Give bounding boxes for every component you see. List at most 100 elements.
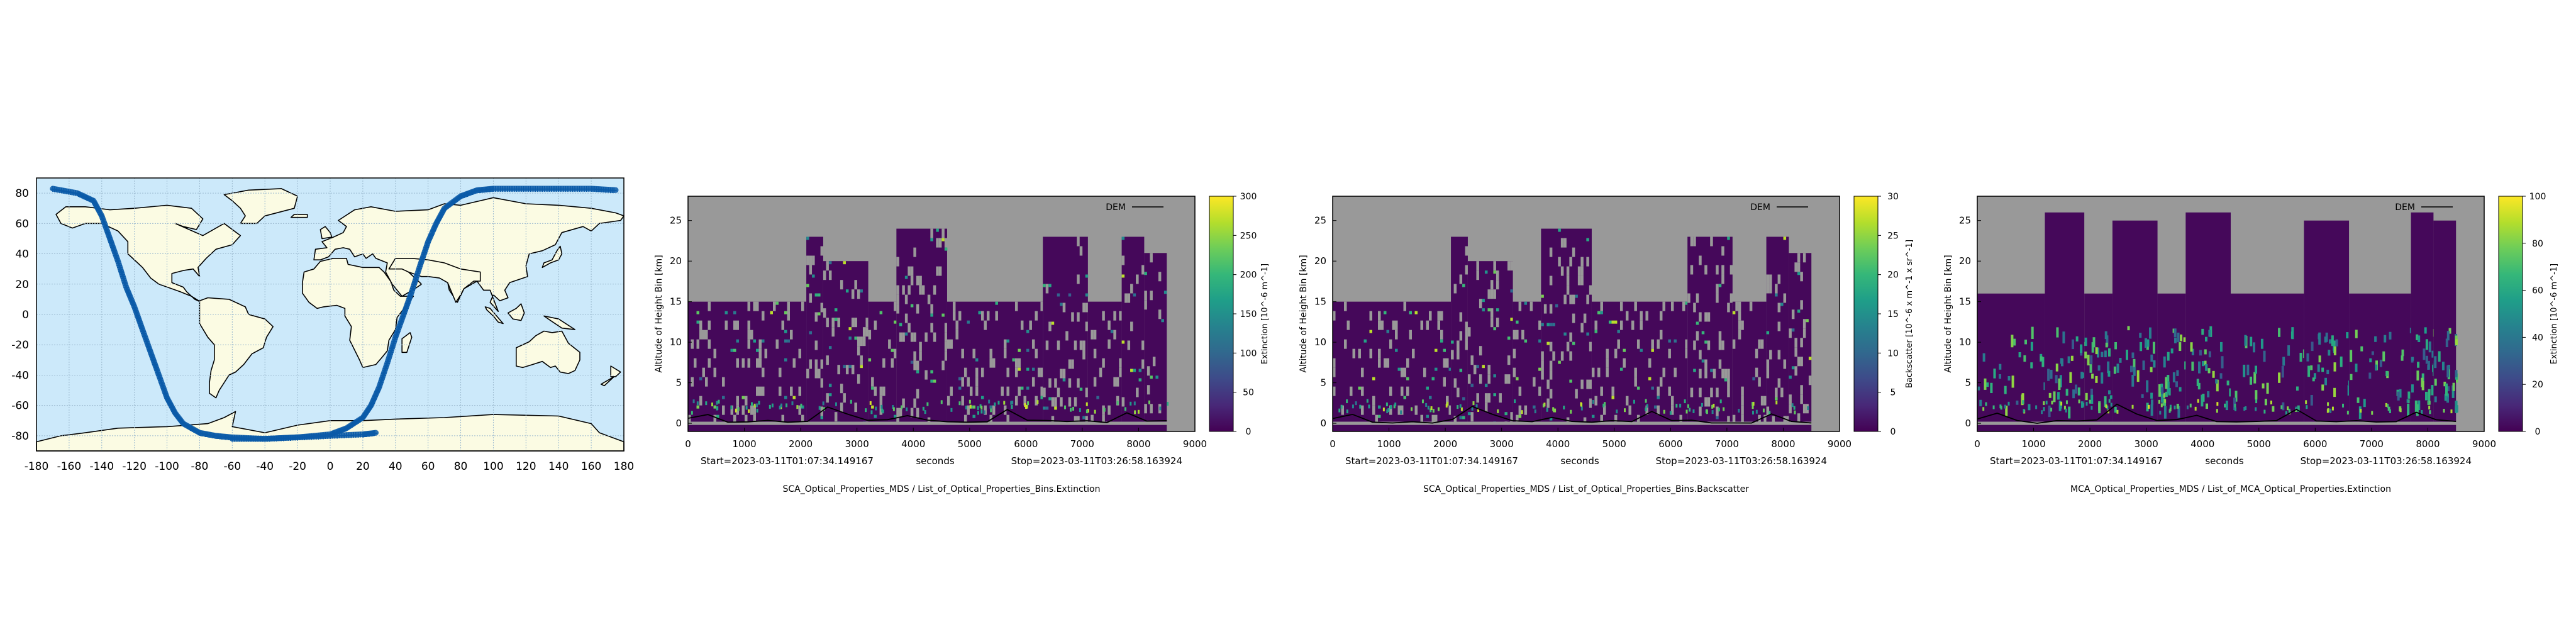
missing-bin (1144, 291, 1147, 301)
missing-bin (779, 367, 782, 377)
data-bin (2432, 365, 2435, 372)
missing-bin (933, 332, 936, 342)
missing-bin (1031, 339, 1035, 349)
missing-bin (753, 405, 756, 415)
missing-bin (938, 238, 942, 248)
missing-bin (694, 358, 697, 368)
data-bin (724, 311, 728, 314)
missing-bin (1479, 299, 1482, 309)
data-bin (2216, 379, 2219, 392)
land-japan (541, 245, 563, 269)
lon-tick-label: 40 (389, 460, 402, 473)
missing-bin (944, 332, 948, 342)
surface-bin (2158, 399, 2160, 404)
missing-bin (1563, 294, 1567, 304)
missing-bin (831, 318, 835, 328)
missing-bin (1569, 257, 1572, 267)
missing-bin (1549, 370, 1553, 380)
missing-bin (1014, 358, 1018, 368)
lat-tick-label: 40 (15, 248, 29, 261)
missing-bin (1797, 357, 1801, 367)
missing-bin (984, 320, 987, 330)
data-bin (716, 414, 719, 418)
data-bin (2180, 334, 2183, 341)
missing-bin (1423, 367, 1426, 377)
missing-bin (1645, 405, 1648, 415)
surface-bin (1791, 403, 1794, 408)
data-bin (2053, 391, 2056, 402)
missing-bin (747, 339, 750, 349)
missing-bin (1789, 328, 1792, 338)
data-bin (2177, 332, 2180, 343)
missing-bin (1560, 351, 1564, 361)
surface-bin (2164, 399, 2167, 403)
missing-bin (1704, 369, 1707, 379)
data-bin (1358, 386, 1361, 390)
surface-bin (791, 401, 794, 406)
data-bin (2317, 364, 2320, 372)
data-bin (2291, 327, 2294, 340)
data-bin (941, 313, 945, 317)
x-tick-label: 5000 (958, 438, 982, 450)
missing-bin (961, 377, 964, 387)
data-bin (2445, 383, 2448, 396)
missing-bin (747, 301, 750, 311)
curtain-column (1513, 301, 1541, 422)
missing-bin (1657, 405, 1660, 415)
missing-bin (944, 351, 948, 361)
missing-bin (1372, 396, 1375, 406)
data-bin (1429, 396, 1432, 399)
missing-bin (1802, 319, 1806, 329)
surface-bin (2305, 400, 2307, 404)
data-bin (1718, 284, 1722, 287)
data-bin (1780, 303, 1784, 306)
data-bin (2452, 382, 2455, 391)
y-tick-label: 20 (1314, 255, 1326, 267)
surface-bin (2106, 405, 2109, 409)
missing-bin (741, 405, 745, 415)
data-bin (1724, 378, 1728, 382)
data-bin (1600, 311, 1603, 314)
missing-bin (798, 348, 801, 358)
data-bin (1524, 339, 1528, 343)
missing-bin (812, 255, 815, 265)
data-bin (843, 365, 846, 369)
missing-bin (972, 348, 975, 358)
data-bin (1979, 399, 1982, 407)
data-bin (958, 377, 962, 380)
missing-bin (1333, 367, 1336, 377)
surface-bin (892, 405, 894, 409)
data-bin (2090, 389, 2093, 399)
data-bin (1026, 348, 1030, 352)
surface-bin (769, 404, 771, 409)
surface-bin (2346, 411, 2349, 415)
data-bin (828, 261, 832, 265)
missing-bin (854, 280, 857, 290)
data-bin (2158, 384, 2162, 397)
missing-bin (969, 386, 973, 396)
missing-bin (691, 377, 694, 387)
missing-bin (1732, 414, 1736, 425)
missing-bin (963, 414, 967, 425)
data-bin (1372, 377, 1375, 380)
missing-bin (1136, 387, 1139, 397)
surface-bin (1645, 407, 1647, 411)
data-bin (809, 331, 813, 335)
surface-bin (1794, 410, 1796, 414)
data-bin (2071, 339, 2074, 350)
missing-bin (894, 348, 897, 358)
missing-bin (801, 301, 804, 311)
surface-bin (1711, 410, 1714, 414)
missing-bin (1386, 358, 1389, 368)
data-bin (2250, 336, 2253, 347)
missing-bin (1735, 301, 1738, 311)
surface-bin (850, 399, 852, 404)
data-bin (2131, 375, 2135, 387)
missing-bin (1484, 393, 1488, 403)
missing-bin (1789, 394, 1792, 404)
missing-bin (747, 358, 750, 368)
missing-bin (779, 386, 782, 396)
missing-bin (1619, 320, 1623, 330)
missing-bin (1560, 266, 1564, 276)
missing-bin (1406, 386, 1409, 396)
